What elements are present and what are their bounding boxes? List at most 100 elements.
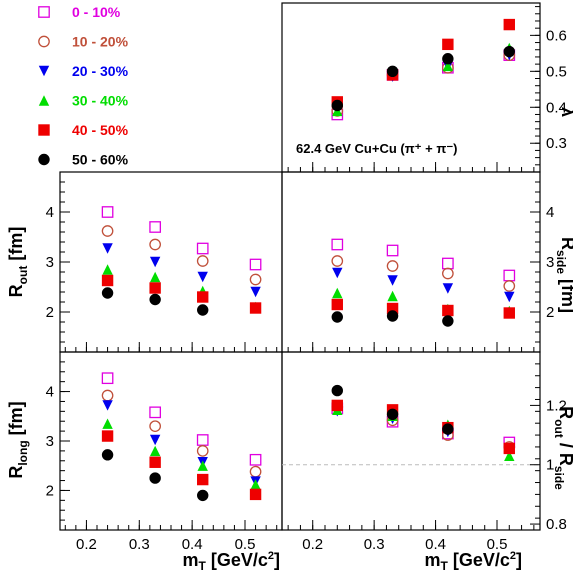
data-point (386, 65, 399, 78)
panel-rside: 2 3 4 (281, 171, 554, 353)
data-point (387, 275, 398, 286)
y-axis-label: λ (558, 107, 573, 117)
data-point (197, 304, 209, 316)
x-axis-label: mT [GeV/c2] (182, 550, 280, 573)
data-point (442, 53, 454, 65)
y-tick-label: 0.5 (546, 63, 567, 80)
data-point (101, 449, 114, 461)
x-tick-label: 0.5 (235, 536, 256, 553)
data-point (503, 280, 516, 292)
data-point (101, 372, 114, 385)
y-tick-label: 4 (46, 204, 54, 221)
panel-ratio: 0.8 1 1.2 (281, 351, 567, 533)
x-tick-label: 0.4 (425, 536, 446, 553)
data-point (102, 243, 113, 254)
y-tick-label: 1.2 (546, 397, 567, 414)
data-point (101, 206, 114, 218)
x-axis-label: mT [GeV/c2] (424, 550, 522, 573)
data-point (442, 267, 454, 280)
data-point (149, 420, 161, 433)
annotation: 62.4 GeV Cu+Cu (π⁺ + π⁻) (296, 141, 458, 156)
data-point (442, 304, 454, 317)
data-point (197, 473, 209, 486)
data-point (197, 271, 208, 283)
data-point (102, 418, 113, 429)
y-tick-label: 2 (546, 304, 554, 321)
legend-marker (38, 95, 50, 106)
data-point (149, 221, 161, 233)
data-point (386, 408, 399, 420)
data-point (331, 311, 343, 323)
data-point (332, 267, 343, 279)
legend-marker (38, 124, 50, 136)
y-tick-label: 1 (546, 457, 554, 474)
data-point (149, 238, 161, 251)
data-point (197, 460, 208, 471)
y-tick-label: 4 (546, 204, 554, 221)
data-point (249, 465, 262, 478)
legend-label: 30 - 40% (72, 93, 129, 109)
data-point (249, 258, 262, 271)
data-point (503, 307, 515, 319)
panel-frame (59, 351, 283, 531)
data-point (149, 434, 161, 446)
y-axis-label: Rlong [fm] (6, 401, 30, 478)
data-point (149, 271, 161, 283)
panel-rout: 2 3 4 (46, 171, 283, 353)
data-point (197, 291, 209, 303)
x-tick-label: 0.3 (364, 536, 385, 553)
data-point (387, 290, 398, 302)
legend-marker (38, 6, 50, 18)
panel-frame (281, 171, 541, 353)
data-point (249, 273, 262, 286)
data-point (331, 238, 344, 251)
data-point (149, 282, 161, 294)
legend-label: 50 - 60% (72, 152, 129, 168)
y-tick-label: 2 (46, 304, 54, 321)
data-point (442, 423, 454, 435)
data-point (442, 38, 454, 51)
y-tick-label: 3 (546, 254, 554, 271)
data-point (504, 450, 515, 462)
data-point (504, 291, 515, 303)
data-point (149, 293, 161, 306)
data-point (442, 283, 454, 294)
data-point (149, 456, 161, 468)
y-tick-label: 3 (46, 433, 54, 450)
y-tick-label: 0.6 (546, 27, 567, 44)
data-point (102, 400, 113, 411)
data-point (149, 445, 161, 457)
y-axis-label: Rout / Rside (552, 406, 573, 490)
data-point (332, 287, 343, 299)
y-tick-label: 4 (46, 384, 54, 401)
data-point (196, 242, 209, 255)
legend-label: 20 - 30% (72, 63, 129, 79)
data-point (249, 453, 262, 466)
data-point (149, 406, 161, 419)
data-point (503, 45, 515, 58)
x-tick-label: 0.2 (76, 536, 97, 553)
y-tick-label: 0.8 (546, 516, 567, 533)
x-tick-label: 0.5 (487, 536, 508, 553)
data-point (196, 445, 209, 457)
legend-marker (38, 153, 50, 166)
panel-frame (59, 171, 283, 353)
data-point (503, 18, 515, 31)
data-point (101, 389, 114, 402)
y-axis-label: Rside [fm] (554, 237, 573, 313)
y-tick-label: 0.4 (546, 99, 567, 116)
data-point (503, 442, 515, 455)
legend-marker (38, 35, 50, 48)
y-tick-label: 0.3 (546, 135, 567, 152)
data-point (101, 430, 114, 442)
data-point (197, 489, 209, 502)
data-point (442, 315, 454, 327)
data-point (149, 256, 161, 268)
y-tick-label: 3 (46, 254, 54, 271)
data-point (196, 434, 209, 446)
data-point (331, 255, 344, 267)
data-point (503, 269, 516, 282)
data-point (386, 244, 399, 257)
y-axis-label: Rout [fm] (6, 227, 30, 298)
